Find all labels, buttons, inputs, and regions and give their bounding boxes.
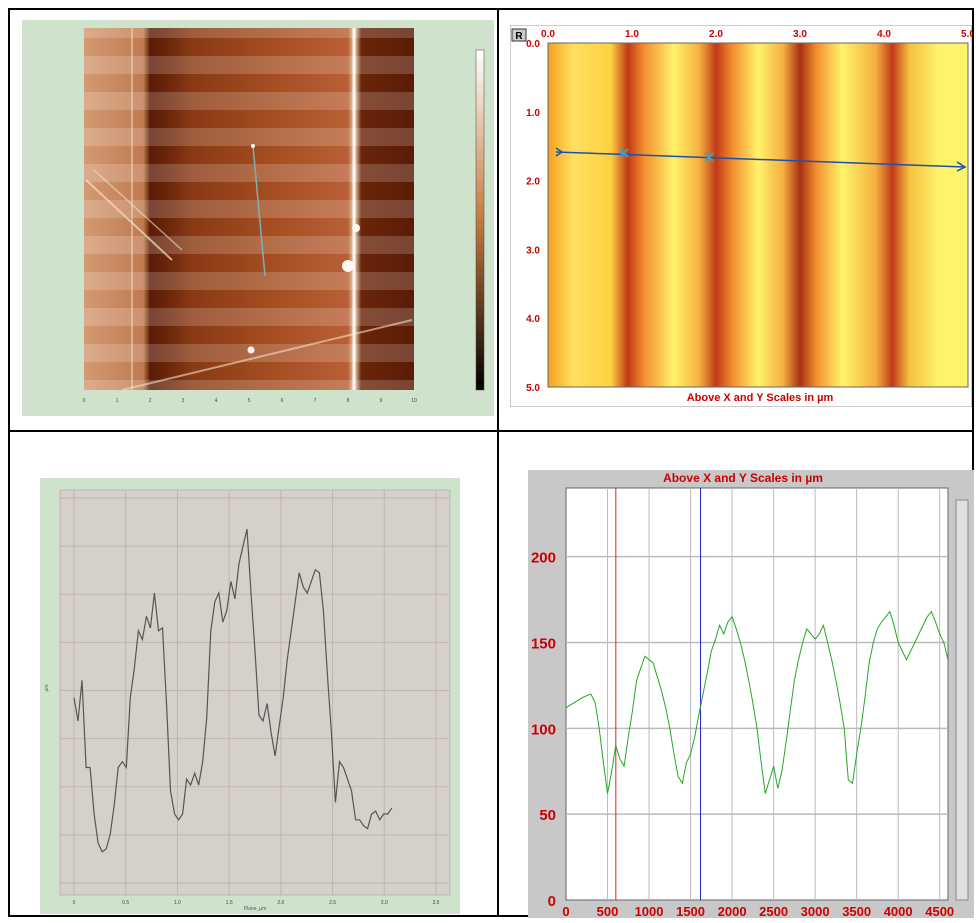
fm-profile-x-tick: 500: [597, 904, 619, 918]
afm-x-tick: 10: [411, 398, 417, 404]
afm-profile-chart: 0 0.5 1.0 1.5 2.0 2.5 3.0 3.5 Plane_µm µm: [40, 478, 460, 914]
afm-x-tick: 3: [182, 398, 185, 404]
fm-profile-x-tick: 3500: [842, 904, 871, 918]
fm-y-axis: 0.0 1.0 2.0 3.0 4.0 5.0: [526, 39, 540, 394]
figure-grid-frame: [8, 8, 974, 917]
afm-y-label: µm: [44, 684, 50, 691]
afm-color-scale: [475, 49, 485, 391]
afm-profile-x-tick: 1.0: [174, 900, 181, 906]
afm-profile-series: [73, 528, 393, 853]
fm-profile-y-tick: 50: [539, 807, 556, 824]
fm-scan-panel: R 0.01.02.03.04.05.0 0.01.02.03.04.05.0 …: [509, 24, 975, 408]
afm-profile-x-tick: 1.5: [226, 900, 233, 906]
afm-profile-x-tick: 3.0: [381, 900, 388, 906]
afm-x-tick: 8: [347, 398, 350, 404]
fm-profile-x-tick: 2500: [759, 904, 788, 918]
afm-x-tick: 1: [116, 398, 119, 404]
afm-profile-x-tick: 2.0: [277, 900, 284, 906]
fm-x-tick: 0.0: [541, 29, 555, 40]
fm-x-tick: 4.0: [877, 29, 891, 40]
afm-profile-line: [252, 145, 266, 277]
fm-profile-top-caption: Above X and Y Scales in µm: [663, 471, 823, 485]
fm-profile-x-tick: 4000: [884, 904, 913, 918]
afm-plot-area: [59, 489, 451, 896]
grid-divider-horizontal: [8, 430, 974, 432]
afm-x-tick: 4: [215, 398, 218, 404]
afm-profile-x-tick: 0: [73, 900, 76, 906]
afm-profile-x-tick: 2.5: [329, 900, 336, 906]
fm-profile-panel: Above X and Y Scales in µm 0 500 1000 1500 2…: [528, 470, 974, 919]
fm-x-tick: 1.0: [625, 29, 639, 40]
fm-y-tick: 0.0: [526, 39, 540, 50]
afm-topography-panel: 0 1 2 3 4 5 6 7 8 9 10: [22, 20, 494, 416]
fm-profile-x-tick: 2000: [718, 904, 747, 918]
fm-profile-x-tick: 3000: [801, 904, 830, 918]
afm-profile-panel: 0 0.5 1.0 1.5 2.0 2.5 3.0 3.5 Plane_µm µm: [40, 478, 460, 914]
fm-profile-x-tick: 1000: [635, 904, 664, 918]
fm-side-scrollbar[interactable]: [955, 499, 969, 901]
fm-y-tick: 4.0: [526, 314, 540, 325]
fm-profile-y-tick: 100: [531, 721, 556, 738]
fm-x-axis: 0.0 1.0 2.0 3.0 4.0 5.0: [541, 29, 975, 40]
fm-profile-x-tick: 4500: [925, 904, 954, 918]
fm-y-tick: 5.0: [526, 383, 540, 394]
fm-scan-image: R 0.01.02.03.04.05.0 0.01.02.03.04.05.0 …: [509, 24, 975, 408]
afm-topography-image: 0 1 2 3 4 5 6 7 8 9 10: [22, 20, 494, 416]
fm-x-tick: 3.0: [793, 29, 807, 40]
afm-profile-x-tick: 3.5: [433, 900, 440, 906]
fm-y-tick: 2.0: [526, 177, 540, 188]
fm-plot-area: [565, 487, 949, 901]
fm-x-tick: 2.0: [709, 29, 723, 40]
fm-profile-x-tick: 1500: [676, 904, 705, 918]
afm-x-label: Plane_µm: [244, 906, 267, 912]
fm-y-tick: 3.0: [526, 245, 540, 256]
fm-y-tick: 1.0: [526, 108, 540, 119]
afm-x-tick: 6: [281, 398, 284, 404]
fm-profile-chart: Above X and Y Scales in µm 0 500 1000 1500 2…: [528, 470, 974, 919]
fm-scan-caption: Above X and Y Scales in µm: [687, 392, 834, 404]
afm-x-tick: 5: [248, 398, 251, 404]
fm-profile-x-tick: 0: [562, 904, 569, 918]
afm-x-tick: 9: [380, 398, 383, 404]
afm-x-tick: 0: [83, 398, 86, 404]
fm-badge: R: [515, 31, 523, 42]
grid-divider-vertical: [497, 8, 499, 917]
fm-x-tick: 5.0: [961, 29, 972, 40]
afm-profile-x-tick: 0.5: [122, 900, 129, 906]
fm-profile-y-tick: 0: [548, 893, 556, 910]
afm-x-tick: 7: [314, 398, 317, 404]
afm-x-axis: 0 1 2 3 4 5 6 7 8 9 10: [83, 398, 417, 404]
fm-scan-map: [548, 43, 968, 387]
afm-x-tick: 2: [149, 398, 152, 404]
fm-profile-series: [565, 610, 949, 794]
fm-profile-y-tick: 200: [531, 550, 556, 567]
fm-profile-y-tick: 150: [531, 636, 556, 653]
